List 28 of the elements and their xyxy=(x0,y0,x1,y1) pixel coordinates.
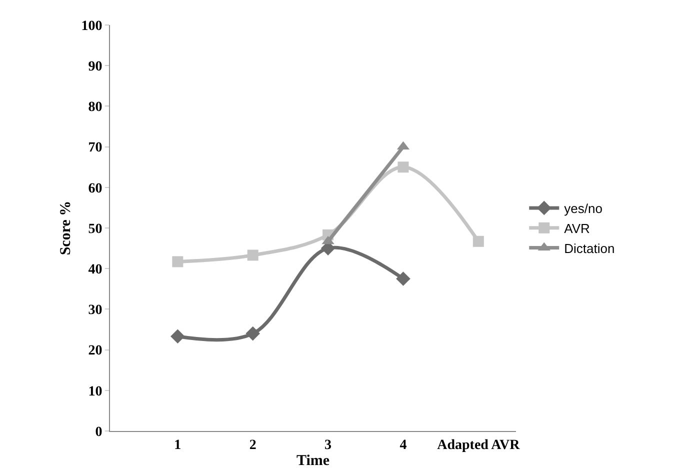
x-tick-label: Adapted AVR xyxy=(437,438,521,453)
y-tick-label: 30 xyxy=(88,303,102,318)
y-tick-label: 60 xyxy=(88,181,102,196)
point xyxy=(247,250,258,261)
x-axis-title: Time xyxy=(296,452,330,469)
x-tick-label: 4 xyxy=(400,438,407,453)
point xyxy=(246,326,260,341)
y-tick-label: 80 xyxy=(88,100,102,116)
point xyxy=(396,272,410,286)
y-tick-label: 50 xyxy=(88,222,102,237)
legend-label: yes/no xyxy=(564,201,602,216)
y-tick-label: 0 xyxy=(95,424,102,440)
legend-label: AVR xyxy=(564,220,590,236)
y-axis-title: Score % xyxy=(58,200,74,256)
x-tick-label: 3 xyxy=(324,438,332,453)
legend-label: Dictation xyxy=(564,240,615,256)
y-tick-label: 90 xyxy=(88,60,102,74)
point xyxy=(398,162,409,173)
x-tick-label: 2 xyxy=(249,438,256,453)
y-tick-label: 100 xyxy=(81,18,102,34)
y-tick-label: 20 xyxy=(88,344,102,359)
point xyxy=(172,256,184,268)
point xyxy=(472,236,484,247)
x-tick-label: 1 xyxy=(174,438,182,453)
y-tick-label: 40 xyxy=(88,262,102,278)
y-tick-label: 10 xyxy=(88,384,102,400)
y-tick-label: 70 xyxy=(88,140,102,156)
point xyxy=(170,329,185,344)
